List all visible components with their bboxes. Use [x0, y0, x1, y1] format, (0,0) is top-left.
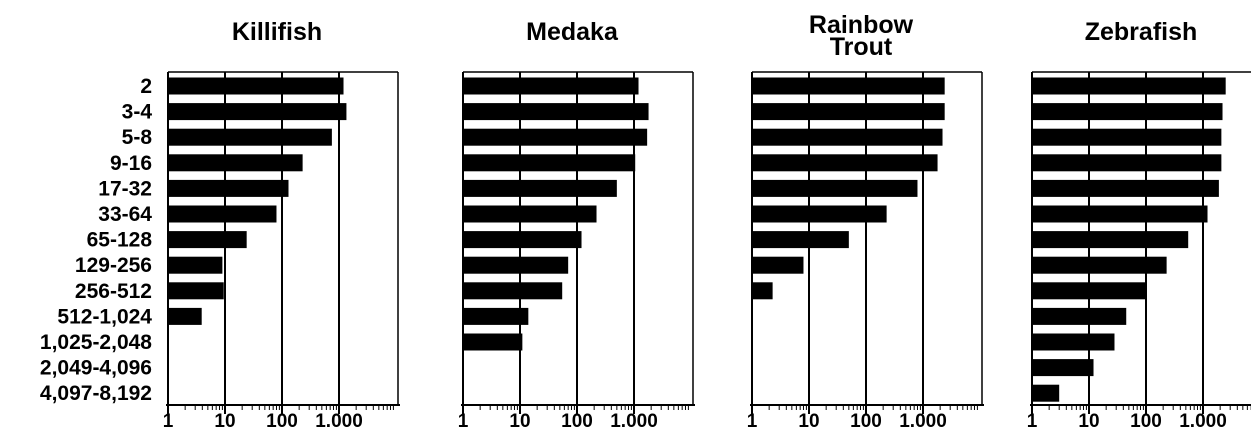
category-label: 129-256: [75, 254, 152, 277]
bar: [1032, 256, 1167, 274]
panel-title: Zebrafish: [1085, 18, 1198, 46]
category-label: 17-32: [98, 177, 152, 200]
x-tick-label: 10: [798, 411, 819, 430]
category-label: 2: [140, 75, 152, 98]
bar: [1032, 333, 1115, 351]
panel: Zebrafish 1 10 100 1.000: [1027, 18, 1251, 430]
bar: [463, 205, 597, 223]
panel-title: Killifish: [232, 18, 322, 46]
x-tick-label: 10: [1078, 411, 1099, 430]
bar: [463, 333, 523, 351]
bar: [1032, 154, 1222, 172]
x-tick-label: 100: [850, 411, 882, 430]
x-tick-label: 1.000: [899, 411, 947, 430]
bar: [752, 103, 945, 121]
bar: [1032, 179, 1219, 197]
bar: [752, 256, 804, 274]
category-label: 65-128: [87, 229, 153, 252]
category-label: 3-4: [122, 101, 153, 124]
x-tick-label: 100: [1130, 411, 1162, 430]
bar: [752, 128, 943, 146]
panel: Medaka 1 10 100 1.000: [458, 18, 695, 430]
bar: [1032, 77, 1226, 95]
x-tick-label: 1.000: [315, 411, 363, 430]
bar: [168, 231, 247, 249]
panel-title: Trout: [830, 33, 893, 61]
x-tick-label: 1: [163, 411, 174, 430]
bar: [1032, 384, 1060, 402]
x-tick-label: 1: [1027, 411, 1038, 430]
bar: [168, 154, 303, 172]
x-tick-label: 10: [214, 411, 235, 430]
bar: [752, 179, 918, 197]
bar: [752, 77, 945, 95]
bar: [1032, 282, 1146, 300]
bar: [1032, 103, 1223, 121]
category-label: 1,025-2,048: [40, 331, 152, 354]
bar: [168, 128, 332, 146]
bar: [1032, 231, 1189, 249]
category-label: 512-1,024: [57, 305, 152, 328]
x-tick-label: 1.000: [1179, 411, 1227, 430]
bar: [168, 205, 277, 223]
x-tick-label: 10: [509, 411, 530, 430]
bar: [752, 282, 773, 300]
category-label: 256-512: [75, 280, 152, 303]
bar: [463, 307, 529, 325]
bar: [1032, 205, 1208, 223]
bar: [463, 128, 648, 146]
category-label: 4,097-8,192: [40, 382, 152, 405]
bar: [463, 179, 617, 197]
bar: [168, 103, 347, 121]
category-label: 9-16: [110, 152, 152, 175]
bar: [463, 103, 649, 121]
panel-title: Rainbow: [809, 11, 914, 39]
x-tick-label: 1.000: [610, 411, 658, 430]
bar: [1032, 359, 1094, 377]
bar: [463, 282, 563, 300]
bar: [1032, 307, 1127, 325]
x-tick-label: 100: [266, 411, 298, 430]
bar: [463, 154, 636, 172]
bar: [463, 77, 639, 95]
bar: [752, 205, 887, 223]
x-tick-label: 1: [747, 411, 758, 430]
x-tick-label: 1: [458, 411, 469, 430]
bar: [168, 179, 289, 197]
panel: Killifish 1 10 100 1.000: [163, 18, 400, 430]
bar: [168, 307, 202, 325]
panel-title: Medaka: [526, 18, 619, 46]
bar: [168, 77, 344, 95]
category-label: 2,049-4,096: [40, 357, 152, 380]
bar: [168, 256, 223, 274]
x-tick-label: 100: [561, 411, 593, 430]
bar: [463, 256, 569, 274]
category-label: 33-64: [98, 203, 152, 226]
bar: [463, 231, 582, 249]
category-label: 5-8: [122, 126, 153, 149]
bar: [752, 154, 938, 172]
bar: [168, 282, 224, 300]
bar: [1032, 128, 1222, 146]
bar: [752, 231, 849, 249]
